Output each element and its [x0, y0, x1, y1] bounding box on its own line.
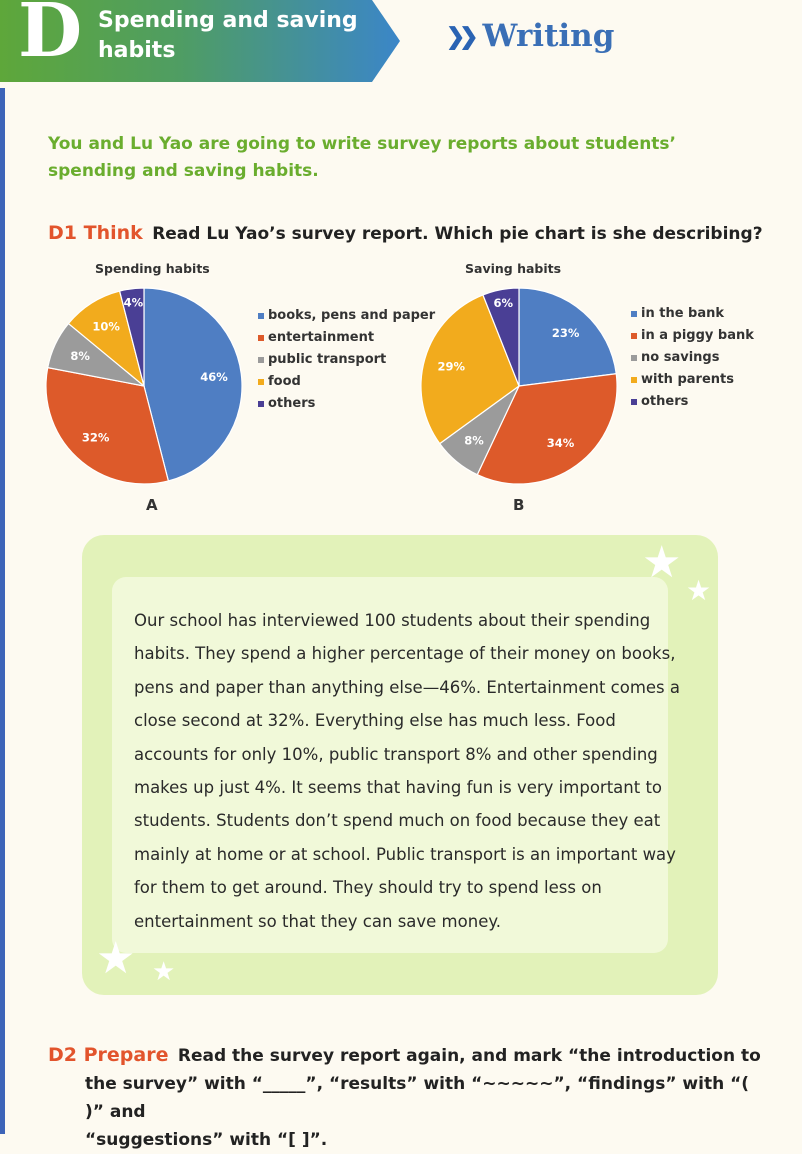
chart-a-legend-swatch-3 — [258, 379, 264, 385]
chart-b-legend-item-1: in a piggy bank — [631, 325, 754, 347]
chart-a-legend-item-2: public transport — [258, 349, 435, 371]
d1-instruction: D1 Think Read Lu Yao’s survey report. Wh… — [48, 219, 763, 248]
d1-label: D1 Think — [48, 222, 143, 244]
chart-a-legend-item-1: entertainment — [258, 327, 435, 349]
chart-a-legend-swatch-4 — [258, 401, 264, 407]
star-icon: ★ — [686, 574, 712, 607]
chart-b-slice-4 — [482, 287, 520, 387]
chart-a-legend-swatch-2 — [258, 357, 264, 363]
chart-a-title: Spending habits — [95, 261, 210, 276]
report-panel: ★ ★ ★ ★ Our school has interviewed 100 s… — [82, 535, 718, 995]
d1-text: Read Lu Yao’s survey report. Which pie c… — [152, 224, 763, 244]
chart-a-legend-label-0: books, pens and paper — [268, 308, 436, 323]
chart-b-legend-label-0: in the bank — [641, 306, 725, 321]
chart-a-legend-label-1: entertainment — [268, 330, 375, 345]
chart-b-legend-label-3: with parents — [641, 372, 734, 387]
chart-a-legend-item-4: others — [258, 393, 435, 415]
chart-b-pie: 23% 34% 8% 29% 6% — [420, 287, 618, 485]
chart-a-slice-1 — [45, 366, 170, 485]
chart-a-slice-label-4: 4% — [124, 295, 144, 309]
chart-b-slice-label-0: 23% — [552, 326, 580, 340]
chart-b-slice-label-4: 6% — [493, 296, 513, 310]
d2-instruction: D2 Prepare Read the survey report again,… — [48, 1041, 768, 1154]
skill-heading-label: Writing — [482, 18, 615, 54]
chart-b-legend: in the bank in a piggy bank no savings with… — [631, 303, 754, 413]
chart-b-legend-item-0: in the bank — [631, 303, 754, 325]
chart-a-legend-label-4: others — [268, 396, 316, 411]
chart-b-legend-item-4: others — [631, 391, 754, 413]
star-icon: ★ — [152, 957, 176, 987]
chart-b-legend-swatch-3 — [631, 377, 637, 383]
chart-b-slice-label-2: 8% — [464, 433, 484, 447]
d2-text-line2: the survey” with “_____”, “results” with… — [85, 1074, 750, 1122]
section-banner: D Spending and saving habits — [0, 0, 400, 82]
chart-a-slice-label-3: 10% — [92, 319, 120, 333]
chart-a-legend-swatch-1 — [258, 335, 264, 341]
chart-a-legend-swatch-0 — [258, 313, 264, 319]
chart-b-legend-swatch-1 — [631, 333, 637, 339]
chart-a-slice-label-1: 32% — [82, 430, 110, 444]
chart-b-legend-label-1: in a piggy bank — [641, 328, 754, 343]
chart-b-legend-label-2: no savings — [641, 350, 720, 365]
chart-a-caption: A — [146, 496, 158, 514]
skill-heading: ❯❯ Writing — [446, 18, 614, 54]
star-icon: ★ — [96, 933, 136, 984]
chart-a-legend-label-3: food — [268, 374, 301, 389]
chart-b-legend-swatch-2 — [631, 355, 637, 361]
d2-text-line3: “suggestions” with “[ ]”. — [85, 1130, 328, 1150]
chart-a-slice-4 — [118, 287, 145, 387]
chart-a-slice-0 — [143, 287, 243, 482]
chart-b-slice-0 — [518, 287, 617, 387]
report-inner-panel — [112, 577, 668, 953]
chart-b-legend-swatch-0 — [631, 311, 637, 317]
chart-b-caption: B — [513, 496, 525, 514]
chart-a-pie: 46% 32% 8% 10% 4% — [45, 287, 243, 485]
chart-b-slice-label-3: 29% — [437, 359, 465, 373]
chart-a-legend-item-3: food — [258, 371, 435, 393]
chart-a-legend-label-2: public transport — [268, 352, 387, 367]
chart-b-slice-3 — [420, 294, 520, 445]
star-icon: ★ — [642, 537, 682, 588]
chart-b-legend-item-3: with parents — [631, 369, 754, 391]
left-margin-rule — [0, 88, 5, 1134]
chart-a-slice-label-0: 46% — [200, 370, 228, 384]
chart-b-title: Saving habits — [465, 261, 562, 276]
intro-text: You and Lu Yao are going to write survey… — [48, 134, 677, 181]
chart-a-slice-label-2: 8% — [70, 349, 90, 363]
chart-a-legend-item-0: books, pens and paper — [258, 305, 435, 327]
chart-b-slice-label-1: 34% — [547, 436, 575, 450]
banner-shape — [0, 0, 400, 82]
d2-label: D2 Prepare — [48, 1044, 169, 1066]
chart-b-legend-swatch-4 — [631, 399, 637, 405]
double-chevron-icon: ❯❯ — [446, 22, 478, 50]
section-letter: D — [18, 0, 83, 74]
chart-b-legend-item-2: no savings — [631, 347, 754, 369]
chart-a-legend: books, pens and paper entertainment public… — [258, 305, 435, 415]
survey-report-text: Our school has interviewed 100 students … — [134, 611, 681, 931]
d2-text-line1: Read the survey report again, and mark “… — [177, 1046, 761, 1066]
chart-b-legend-label-4: others — [641, 394, 689, 409]
section-title: Spending and saving habits — [98, 8, 358, 63]
